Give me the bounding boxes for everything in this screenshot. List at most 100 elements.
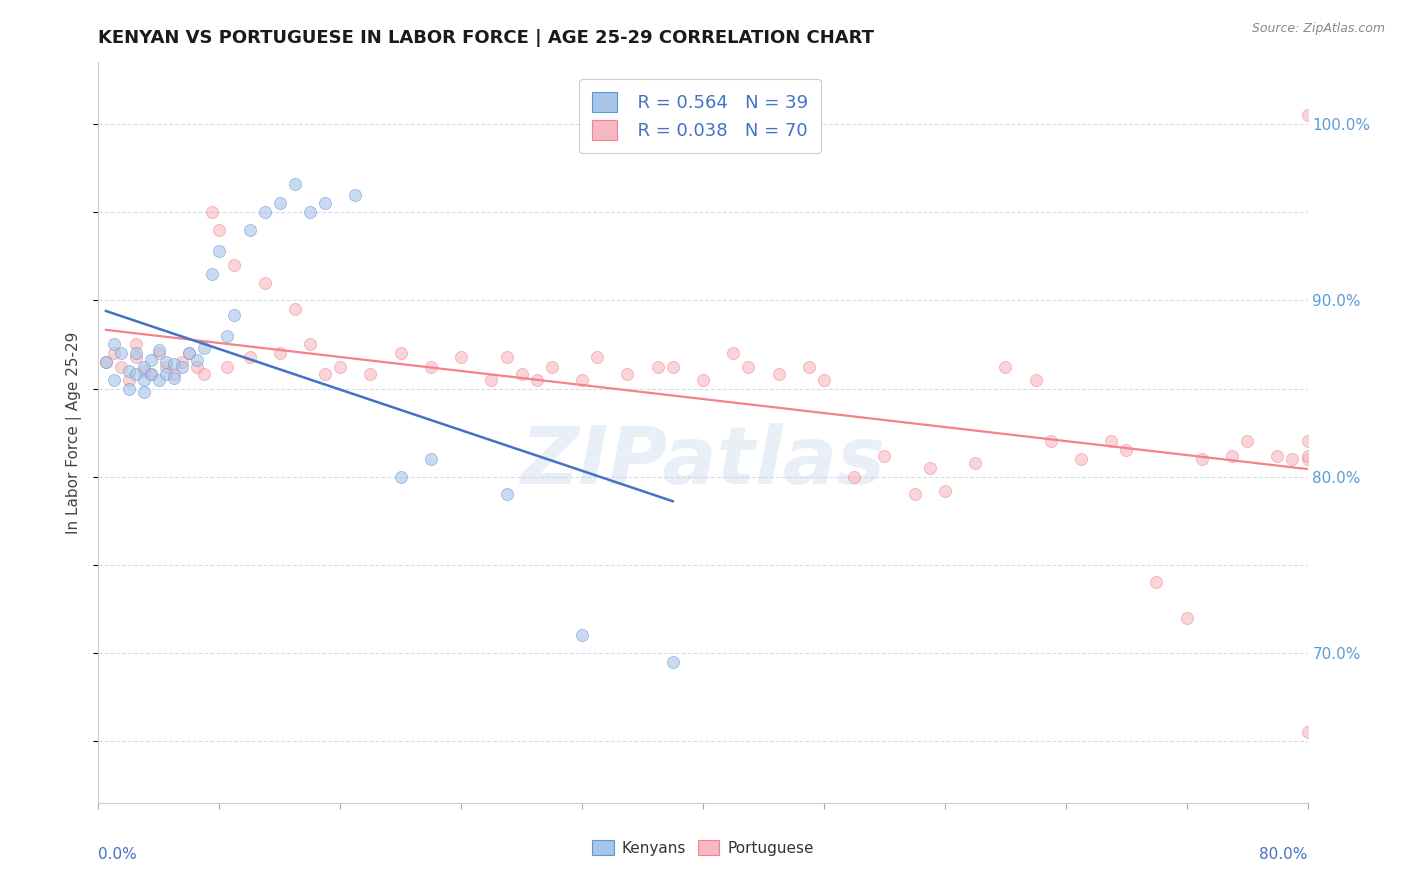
- Point: [1175, 611, 1198, 625]
- Point: [737, 360, 759, 375]
- Point: [844, 469, 866, 483]
- Point: [179, 346, 201, 360]
- Legend: Kenyans, Portuguese: Kenyans, Portuguese: [586, 834, 820, 862]
- Point: [208, 223, 231, 237]
- Point: [284, 302, 307, 317]
- Point: [155, 368, 177, 382]
- Point: [1115, 443, 1137, 458]
- Point: [1191, 452, 1213, 467]
- Point: [186, 353, 208, 368]
- Point: [389, 469, 412, 483]
- Point: [1024, 373, 1046, 387]
- Point: [94, 355, 117, 369]
- Point: [155, 355, 177, 369]
- Point: [692, 373, 714, 387]
- Point: [110, 346, 132, 360]
- Point: [215, 360, 238, 375]
- Point: [420, 452, 443, 467]
- Point: [125, 350, 148, 364]
- Point: [155, 360, 177, 375]
- Point: [1039, 434, 1062, 449]
- Point: [344, 187, 367, 202]
- Point: [571, 628, 593, 642]
- Text: Source: ZipAtlas.com: Source: ZipAtlas.com: [1251, 22, 1385, 36]
- Point: [94, 355, 117, 369]
- Point: [148, 346, 170, 360]
- Point: [965, 456, 987, 470]
- Point: [110, 360, 132, 375]
- Point: [510, 368, 533, 382]
- Point: [314, 196, 336, 211]
- Point: [103, 346, 125, 360]
- Point: [132, 373, 155, 387]
- Point: [299, 337, 322, 351]
- Point: [797, 360, 820, 375]
- Point: [586, 350, 609, 364]
- Point: [873, 449, 896, 463]
- Point: [163, 368, 186, 382]
- Point: [647, 360, 669, 375]
- Point: [148, 373, 170, 387]
- Point: [125, 337, 148, 351]
- Point: [163, 357, 186, 371]
- Point: [495, 350, 517, 364]
- Point: [495, 487, 517, 501]
- Point: [768, 368, 790, 382]
- Point: [163, 371, 186, 385]
- Point: [193, 341, 215, 355]
- Point: [201, 205, 224, 219]
- Point: [994, 360, 1017, 375]
- Text: 80.0%: 80.0%: [1260, 847, 1308, 863]
- Point: [1099, 434, 1122, 449]
- Point: [141, 368, 163, 382]
- Point: [215, 328, 238, 343]
- Point: [224, 308, 246, 322]
- Point: [918, 461, 941, 475]
- Point: [661, 360, 683, 375]
- Point: [193, 368, 215, 382]
- Point: [314, 368, 336, 382]
- Text: KENYAN VS PORTUGUESE IN LABOR FORCE | AGE 25-29 CORRELATION CHART: KENYAN VS PORTUGUESE IN LABOR FORCE | AG…: [98, 29, 875, 47]
- Text: 0.0%: 0.0%: [98, 847, 138, 863]
- Point: [125, 368, 148, 382]
- Point: [186, 360, 208, 375]
- Point: [125, 346, 148, 360]
- Point: [141, 368, 163, 382]
- Point: [571, 373, 593, 387]
- Point: [253, 276, 276, 290]
- Point: [239, 223, 262, 237]
- Point: [179, 346, 201, 360]
- Point: [420, 360, 443, 375]
- Point: [208, 244, 231, 258]
- Point: [132, 360, 155, 375]
- Point: [616, 368, 638, 382]
- Point: [1296, 452, 1319, 467]
- Point: [723, 346, 745, 360]
- Point: [118, 373, 141, 387]
- Point: [170, 360, 193, 375]
- Point: [1296, 725, 1319, 739]
- Point: [118, 364, 141, 378]
- Point: [1296, 434, 1319, 449]
- Point: [148, 343, 170, 357]
- Point: [118, 382, 141, 396]
- Point: [389, 346, 412, 360]
- Point: [1070, 452, 1092, 467]
- Point: [299, 205, 322, 219]
- Y-axis label: In Labor Force | Age 25-29: In Labor Force | Age 25-29: [66, 332, 83, 533]
- Point: [360, 368, 382, 382]
- Point: [661, 655, 683, 669]
- Point: [224, 258, 246, 272]
- Point: [103, 337, 125, 351]
- Point: [450, 350, 472, 364]
- Point: [141, 353, 163, 368]
- Point: [284, 177, 307, 191]
- Point: [1236, 434, 1258, 449]
- Point: [1220, 449, 1243, 463]
- Point: [526, 373, 548, 387]
- Point: [1296, 449, 1319, 463]
- Point: [253, 205, 276, 219]
- Point: [540, 360, 562, 375]
- Point: [934, 483, 956, 498]
- Point: [1267, 449, 1289, 463]
